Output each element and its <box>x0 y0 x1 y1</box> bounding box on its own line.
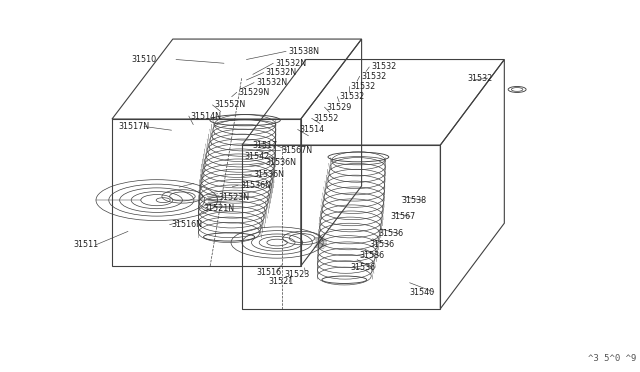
Text: ^3 5^0 ^9: ^3 5^0 ^9 <box>588 354 637 363</box>
Text: 31521N: 31521N <box>204 204 235 213</box>
Text: 31521: 31521 <box>269 278 294 286</box>
Text: 31532: 31532 <box>362 72 387 81</box>
Text: 31523N: 31523N <box>219 193 250 202</box>
Text: 31542: 31542 <box>244 153 269 161</box>
Text: 31538N: 31538N <box>288 47 319 56</box>
Text: 31536: 31536 <box>360 251 385 260</box>
Text: 31538: 31538 <box>402 196 427 205</box>
Text: 31552: 31552 <box>314 114 339 123</box>
Text: 31514: 31514 <box>300 125 324 134</box>
Text: 31516: 31516 <box>256 268 281 277</box>
Text: 31511: 31511 <box>74 240 99 249</box>
Text: 31532N: 31532N <box>275 59 307 68</box>
Text: 31536N: 31536N <box>266 158 296 167</box>
Text: 31540: 31540 <box>410 288 435 296</box>
Text: 31536: 31536 <box>369 240 394 249</box>
Text: 31532N: 31532N <box>256 78 287 87</box>
Text: 31552N: 31552N <box>214 100 246 109</box>
Text: 31529N: 31529N <box>239 88 270 97</box>
Text: 31567N: 31567N <box>282 146 313 155</box>
Text: 31567: 31567 <box>390 212 415 221</box>
Text: 31536: 31536 <box>351 263 376 272</box>
Text: 31517N: 31517N <box>118 122 150 131</box>
Text: 31532: 31532 <box>351 82 376 91</box>
Text: 31532: 31532 <box>467 74 492 83</box>
Text: 31536: 31536 <box>379 229 404 238</box>
Text: 31536N: 31536N <box>253 170 284 179</box>
Text: 31532: 31532 <box>371 62 396 71</box>
Text: 31514N: 31514N <box>191 112 221 121</box>
Text: 31529: 31529 <box>326 103 352 112</box>
Text: 31532: 31532 <box>339 92 364 101</box>
Text: 31536N: 31536N <box>240 181 271 190</box>
Text: 31523: 31523 <box>285 270 310 279</box>
Text: 31510: 31510 <box>132 55 157 64</box>
Text: 31516N: 31516N <box>172 220 202 229</box>
Text: 31517: 31517 <box>253 141 278 150</box>
Text: 31532N: 31532N <box>266 68 297 77</box>
